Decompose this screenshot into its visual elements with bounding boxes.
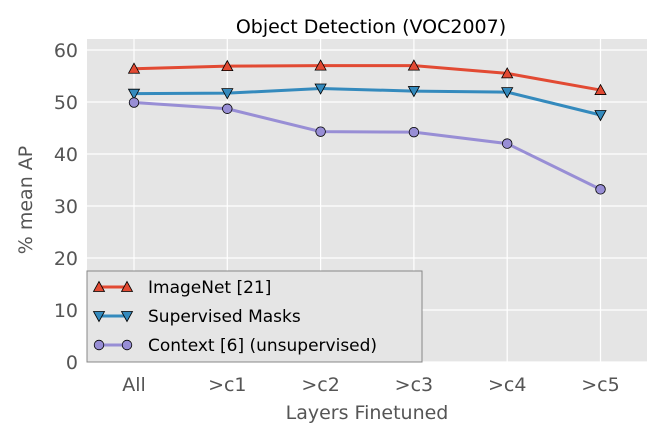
y-tick-label: 50 [54, 92, 78, 114]
x-tick-label: All [122, 374, 146, 396]
data-point [594, 110, 607, 122]
data-point [594, 83, 607, 95]
x-tick-label: >c2 [301, 374, 339, 396]
data-point [407, 59, 421, 71]
data-point [502, 138, 513, 149]
legend-entry: ImageNet [21] [92, 278, 271, 298]
series-0 [127, 59, 607, 95]
x-tick-label: >c3 [395, 374, 433, 396]
data-point [127, 62, 141, 74]
y-tick-label: 10 [54, 300, 78, 322]
legend-marker [93, 339, 105, 351]
legend-marker [121, 339, 133, 351]
data-point [128, 97, 140, 108]
data-point [221, 59, 234, 72]
legend: ImageNet [21] Supervised Masks Context [6]… [86, 270, 423, 363]
series-1 [127, 83, 607, 122]
data-point [501, 87, 514, 99]
y-axis-title: % mean AP [15, 146, 37, 254]
data-point [222, 103, 233, 114]
x-axis-ticks: All >c1 >c2 >c3 >c4 >c5 [122, 374, 620, 396]
y-tick-label: 60 [54, 40, 78, 62]
series-layer [127, 59, 607, 195]
y-tick-label: 0 [66, 352, 78, 374]
data-point [595, 184, 606, 195]
data-point [501, 67, 514, 79]
legend-marker [120, 311, 134, 323]
x-axis-title: Layers Finetuned [286, 402, 449, 424]
legend-marker [120, 280, 134, 292]
x-tick-label: >c4 [488, 374, 526, 396]
legend-marker [92, 311, 106, 323]
data-point [127, 88, 141, 101]
data-point [315, 126, 326, 137]
data-point [314, 83, 327, 95]
series-line [133, 64, 601, 92]
legend-label: ImageNet [21] [148, 278, 271, 298]
data-point [407, 86, 421, 98]
y-tick-label: 40 [54, 144, 78, 166]
data-point [221, 88, 234, 100]
legend-marker [92, 280, 106, 292]
y-tick-label: 30 [54, 196, 78, 218]
legend-label: Supervised Masks [148, 307, 301, 327]
data-point [314, 59, 327, 71]
legend-entry: Context [6] (unsupervised) [93, 336, 377, 356]
y-tick-label: 20 [54, 248, 78, 270]
series-line [133, 86, 601, 117]
series-2 [128, 97, 606, 195]
legend-box [86, 270, 423, 363]
x-tick-label: >c5 [581, 374, 619, 396]
data-point [408, 126, 420, 138]
y-axis-ticks: 0 10 20 30 40 50 60 [54, 40, 78, 374]
series-line [133, 101, 602, 191]
legend-label: Context [6] (unsupervised) [148, 336, 377, 356]
legend-entry: Supervised Masks [92, 307, 301, 327]
x-tick-label: >c1 [208, 374, 246, 396]
chart-title: Object Detection (VOC2007) [236, 16, 506, 38]
